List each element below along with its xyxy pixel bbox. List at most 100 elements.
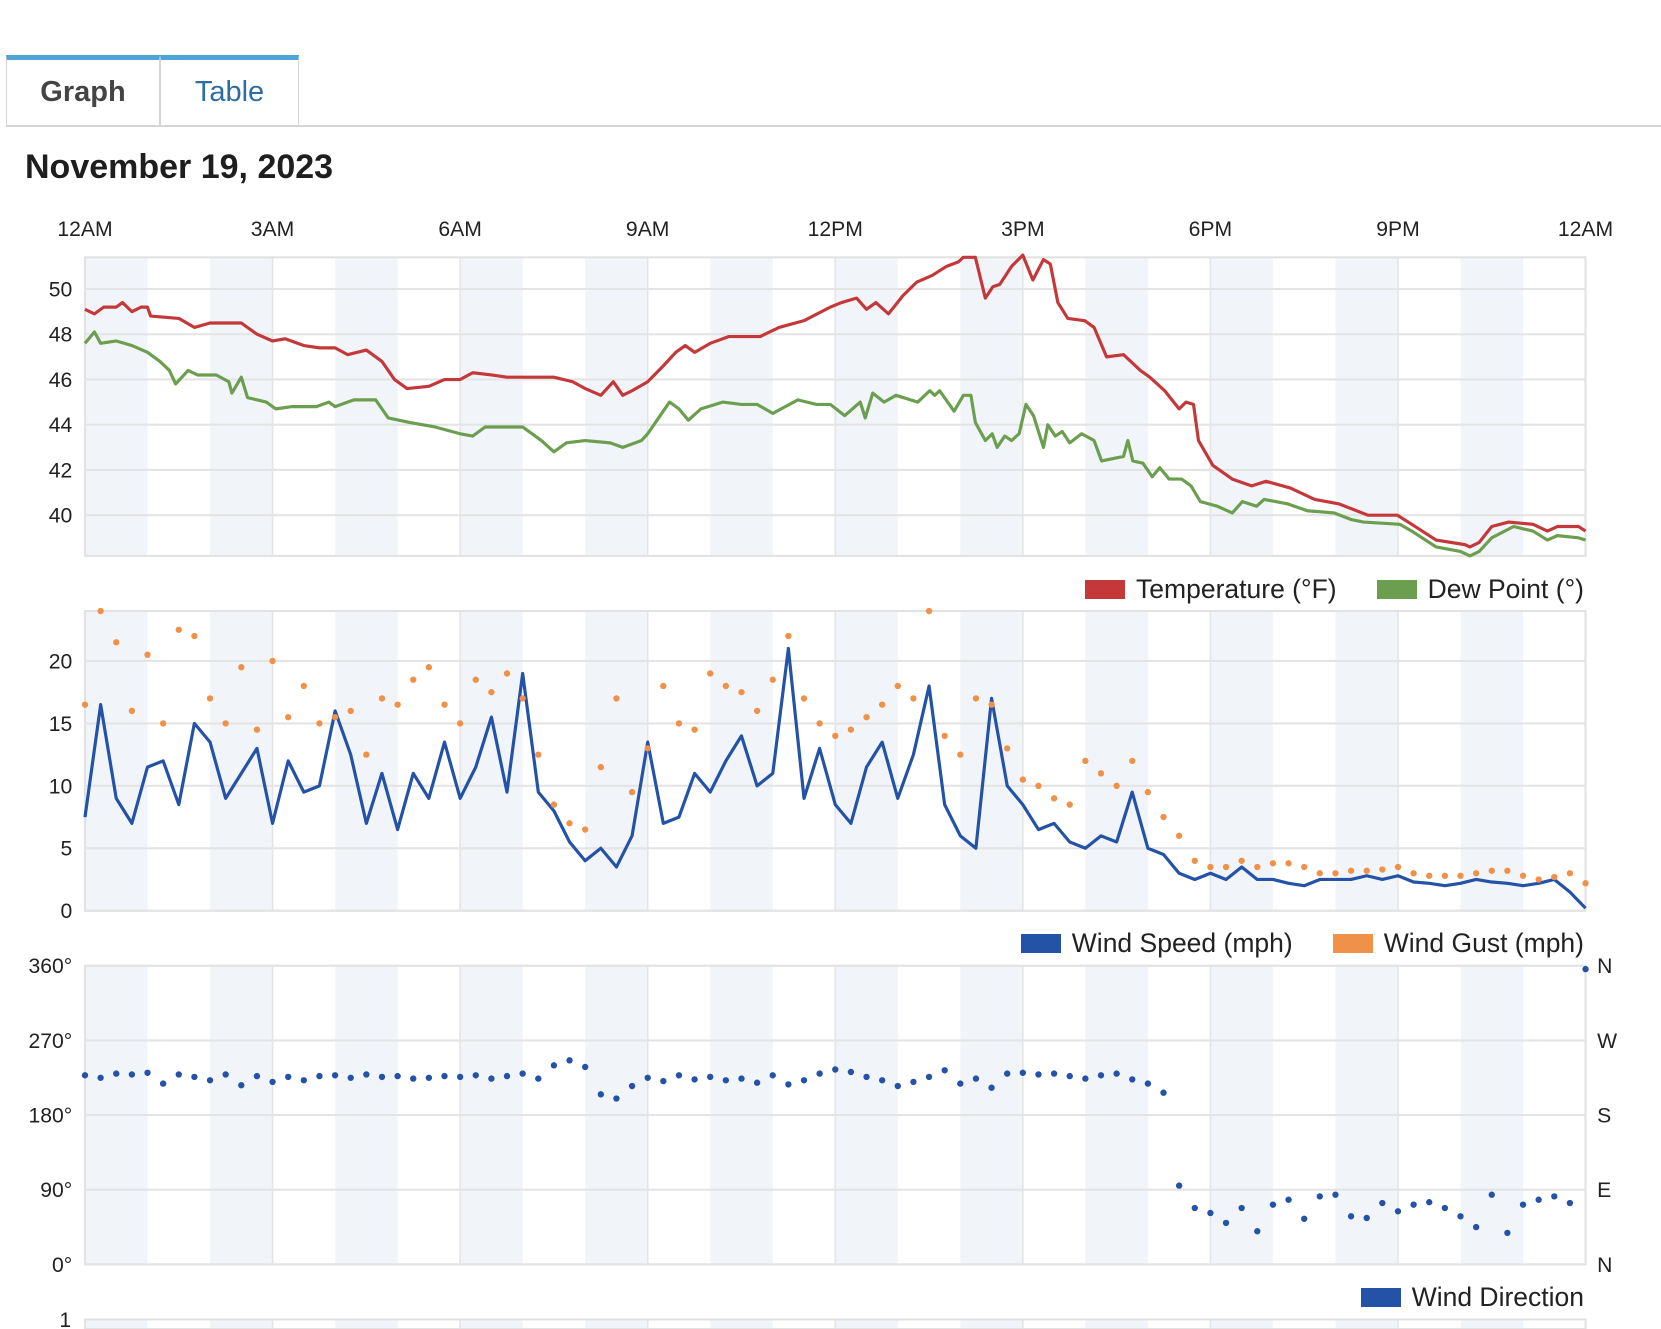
wind-direction-point — [1394, 1208, 1402, 1215]
wind-gust-point — [660, 682, 667, 690]
wind-direction-point — [769, 1072, 776, 1079]
wind-direction-point — [269, 1078, 276, 1086]
wind-gust-point — [847, 726, 855, 733]
wind-gust-point — [925, 607, 933, 615]
wind-gust-point — [628, 788, 636, 796]
x-tick-label: 9PM — [1376, 218, 1420, 241]
wind-direction-point — [253, 1072, 261, 1080]
wind-gust-point — [1175, 832, 1183, 839]
wind-direction-point — [816, 1070, 823, 1077]
wind-direction-point — [894, 1082, 901, 1090]
view-tabs: Graph Table — [6, 55, 1661, 127]
wind-direction-point — [1269, 1201, 1277, 1208]
wind-direction-point — [394, 1072, 401, 1080]
wind-gust-point — [1207, 863, 1214, 871]
wind-direction-point — [847, 1068, 855, 1076]
y-tick-label: 90° — [40, 1179, 72, 1202]
x-tick-label: 12AM — [1558, 218, 1613, 241]
legend-item-wind-speed[interactable]: Wind Speed (mph) — [1020, 927, 1293, 959]
hour-band — [960, 611, 1023, 911]
wind-gust-point — [972, 695, 980, 702]
wind-gust-point — [1097, 770, 1105, 777]
wind-direction-point — [472, 1072, 479, 1079]
temperature-swatch — [1085, 579, 1126, 599]
hour-band — [1335, 611, 1398, 911]
wind-gust-point — [707, 670, 714, 677]
wind-gust-point — [410, 676, 417, 683]
wind-direction-point — [535, 1075, 542, 1082]
wind-gust-point — [1472, 870, 1480, 877]
wind-gust-point — [1269, 860, 1277, 867]
y-tick-label: 42 — [49, 459, 73, 482]
wind-gust-point — [1254, 863, 1261, 871]
wind-gust-point — [519, 695, 526, 702]
legend-temperature-chart: Temperature (°F) Dew Point (°) — [1045, 573, 1584, 605]
wind-direction-point — [206, 1077, 214, 1084]
y-tick-label: 360° — [29, 955, 73, 978]
legend-wind-chart: Wind Speed (mph) Wind Gust (mph) — [981, 927, 1584, 959]
tab-graph[interactable]: Graph — [6, 55, 160, 125]
plot-frame — [83, 1318, 1587, 1329]
legend-item-wind-gust[interactable]: Wind Gust (mph) — [1332, 928, 1584, 959]
hour-band — [84, 257, 148, 556]
wind-gust-point — [1035, 782, 1042, 790]
wind-gust-point — [144, 651, 151, 658]
wind-gust-point — [738, 689, 745, 696]
wind-direction-point — [128, 1071, 136, 1078]
hour-band — [1460, 611, 1524, 911]
wind-gust-point — [1222, 863, 1230, 871]
hour-band — [1085, 257, 1148, 556]
y-tick-label: 44 — [49, 414, 73, 437]
wind-gust-point — [363, 751, 370, 758]
wind-direction-point — [691, 1076, 698, 1083]
wind-gust-point — [269, 657, 276, 665]
compass-tick-label: W — [1597, 1030, 1617, 1053]
wind-gust-point — [1426, 872, 1433, 879]
legend-item-temperature[interactable]: Temperature (°F) — [1085, 574, 1337, 605]
hour-band — [460, 1319, 523, 1329]
wind-direction-point — [675, 1072, 683, 1079]
wind-gust-point — [1144, 788, 1152, 796]
wind-gust-point — [722, 682, 730, 690]
wind-gust-point — [1519, 872, 1527, 879]
wind-direction-point — [1441, 1204, 1449, 1212]
wind-direction-point — [159, 1080, 167, 1087]
wind-direction-point — [378, 1073, 386, 1081]
y-tick-label: 40 — [49, 505, 73, 528]
hour-band — [1460, 257, 1524, 556]
tab-table[interactable]: Table — [160, 55, 299, 125]
wind-gust-point — [613, 695, 620, 702]
wind-direction-point — [1457, 1213, 1464, 1220]
wind-gust-point — [1410, 870, 1417, 877]
wind-direction-point — [1144, 1080, 1152, 1087]
y-tick-label: 5 — [61, 838, 73, 861]
legend-item-dew-point[interactable]: Dew Point (°) — [1376, 573, 1584, 605]
wind-direction-point — [1363, 1214, 1370, 1222]
x-tick-label: 12AM — [57, 218, 112, 241]
wind-direction-point — [81, 1072, 89, 1079]
legend-label: Wind Speed (mph) — [1071, 927, 1293, 958]
wind-direction-point — [1160, 1089, 1167, 1096]
wind-direction-point — [113, 1070, 120, 1077]
y-tick-label: 48 — [49, 324, 73, 347]
hour-band — [1335, 257, 1398, 556]
x-tick-label: 12PM — [808, 218, 863, 241]
chart-2: 0° N 90° E 180° S 270° W 360° N — [29, 955, 1618, 1277]
legend-direction-chart: Wind Direction — [1321, 1281, 1584, 1313]
wind-direction-point — [925, 1073, 933, 1081]
wind-gust-point — [1004, 745, 1011, 752]
hour-band — [1210, 1319, 1273, 1329]
wind-gust-point — [1347, 867, 1355, 874]
wind-gust-point — [1050, 795, 1058, 802]
legend-item-wind-direction[interactable]: Wind Direction — [1360, 1282, 1584, 1313]
legend-label: Dew Point (°) — [1427, 573, 1584, 604]
wind-gust-point — [816, 720, 823, 727]
wind-gust-point — [394, 701, 401, 708]
wind-direction-point — [644, 1074, 651, 1081]
wind-gust-point — [910, 695, 917, 702]
wind-direction-point — [660, 1077, 667, 1085]
hour-band — [210, 257, 273, 556]
wind-direction-point — [1582, 965, 1589, 973]
wind-gust-point — [1316, 870, 1323, 877]
